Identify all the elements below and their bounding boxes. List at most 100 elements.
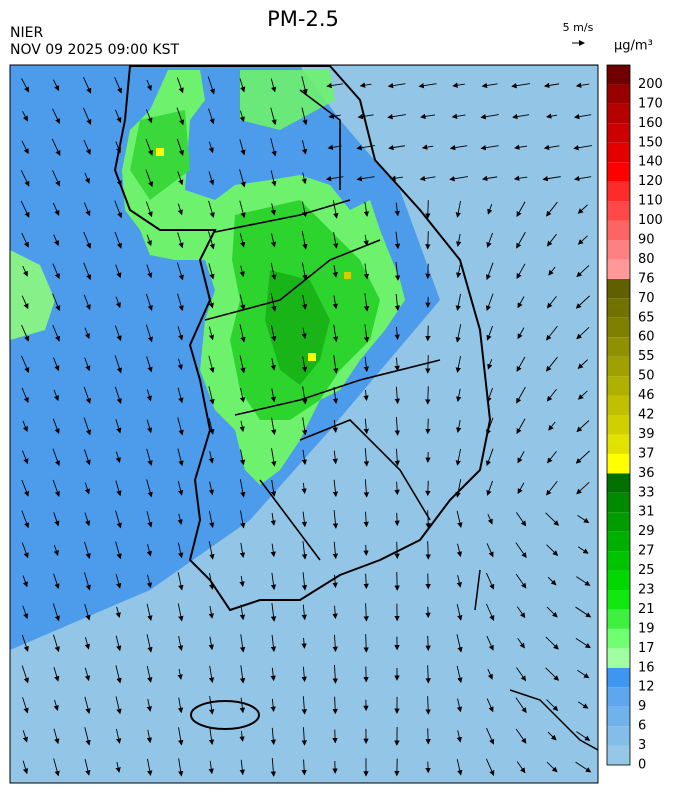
wind-arrow: [547, 731, 557, 741]
wind-arrow: [53, 357, 60, 372]
colorbar-label: 110: [638, 194, 663, 209]
wind-arrow: [363, 201, 370, 217]
wind-arrow: [146, 79, 152, 91]
wind-arrow: [239, 169, 246, 188]
wind-arrow: [145, 201, 153, 218]
wind-arrow: [239, 542, 246, 559]
colorbar-band: [607, 201, 630, 221]
wind-arrow: [418, 82, 437, 89]
wind-arrow: [83, 262, 92, 281]
wind-arrow: [486, 480, 493, 496]
colorbar-label: 23: [638, 583, 655, 598]
wind-arrow: [486, 543, 494, 558]
wind-arrow: [83, 386, 91, 404]
wind-arrow: [517, 482, 525, 495]
wind-arrow: [239, 324, 246, 343]
colorbar-band: [607, 220, 630, 240]
wind-arrow: [394, 448, 400, 467]
wind-arrow: [239, 355, 246, 374]
wind-arrow: [394, 541, 400, 560]
wind-arrow: [485, 758, 495, 776]
wind-arrow: [239, 604, 246, 621]
wind-arrow: [546, 699, 559, 712]
colorbar-label: 55: [638, 349, 655, 364]
wind-arrow: [301, 140, 308, 155]
wind-arrow: [21, 665, 29, 684]
wind-arrow: [449, 176, 468, 182]
colorbar-label: 42: [638, 408, 655, 423]
wind-arrow: [146, 234, 152, 247]
wind-arrow: [176, 107, 185, 126]
wind-arrow: [84, 357, 91, 372]
colorbar-label: 12: [638, 680, 655, 695]
wind-arrow: [546, 295, 557, 309]
wind-arrow: [177, 603, 184, 622]
wind-arrow: [394, 481, 400, 496]
wind-arrow: [177, 513, 183, 526]
colorbar-label: 25: [638, 563, 655, 578]
wind-arrow: [301, 107, 308, 126]
wind-arrow: [20, 200, 30, 218]
wind-arrow: [146, 109, 153, 124]
wind-arrow: [517, 637, 525, 649]
wind-arrow: [394, 326, 400, 340]
wind-arrow: [84, 327, 90, 340]
wind-arrow: [394, 293, 401, 311]
colorbar-label: 46: [638, 388, 655, 403]
wind-arrow: [302, 386, 308, 405]
wind-arrow: [115, 665, 122, 684]
wind-arrow: [177, 417, 184, 436]
wind-arrow: [146, 389, 152, 402]
wind-arrow: [22, 111, 28, 122]
wind-arrow: [270, 727, 277, 746]
wind-arrow: [177, 572, 184, 591]
wind-arrow: [84, 604, 91, 621]
wind-arrow: [301, 201, 308, 218]
wind-arrow: [576, 327, 590, 340]
wind-arrow: [301, 356, 308, 373]
wind-arrow: [363, 293, 370, 312]
wind-arrow: [208, 263, 215, 280]
wind-arrow: [332, 355, 339, 374]
wind-arrow: [21, 295, 29, 310]
wind-arrow: [208, 418, 215, 435]
colorbar-band: [607, 745, 630, 765]
wind-arrow: [208, 326, 215, 341]
wind-arrow: [176, 77, 184, 94]
colorbar-label: 9: [638, 699, 646, 714]
wind-arrow: [515, 697, 527, 714]
wind-arrow: [20, 170, 30, 187]
wind-arrow: [575, 606, 592, 618]
wind-arrow: [575, 761, 592, 773]
wind-arrow: [115, 574, 122, 589]
wind-arrow: [481, 175, 498, 182]
wind-arrow: [548, 266, 556, 276]
wind-arrow: [485, 293, 494, 312]
wind-arrow: [146, 574, 153, 589]
wind-arrow: [21, 634, 29, 652]
wind-arrow: [84, 172, 90, 184]
wind-arrow: [546, 325, 558, 341]
wind-arrow: [239, 759, 245, 776]
wind-arrow: [301, 172, 307, 185]
wind-arrow: [511, 83, 530, 89]
wind-arrow: [359, 82, 372, 88]
title: PM-2.5: [267, 7, 339, 31]
wind-arrow: [270, 757, 277, 777]
wind-arrow: [52, 108, 60, 125]
wind-arrow: [146, 448, 153, 467]
wind-arrow: [115, 264, 122, 279]
wind-arrow: [114, 355, 122, 374]
wind-arrow: [240, 510, 246, 529]
colorbar-band: [607, 298, 630, 318]
wind-arrow: [83, 139, 91, 155]
wind-arrow: [146, 479, 153, 498]
wind-arrow: [21, 355, 30, 374]
wind-arrow: [22, 697, 29, 714]
wind-arrow: [177, 232, 184, 249]
wind-arrow: [270, 698, 276, 713]
wind-arrow: [455, 448, 461, 466]
wind-arrow: [425, 696, 431, 715]
wind-arrow: [425, 635, 431, 652]
wind-arrow: [301, 727, 307, 746]
